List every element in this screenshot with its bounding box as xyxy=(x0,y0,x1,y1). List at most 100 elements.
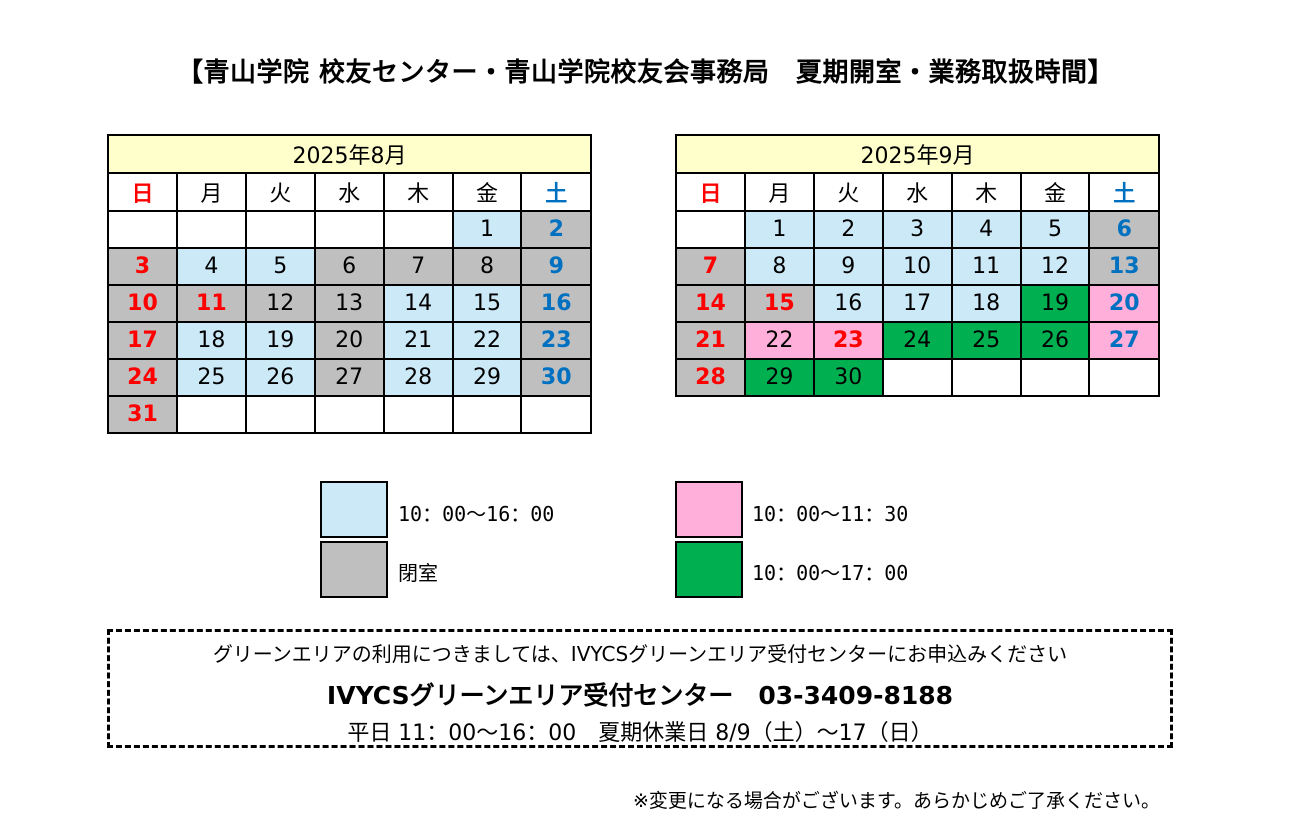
calendar-day-cell: 2 xyxy=(520,210,592,249)
calendar-day-cell: 13 xyxy=(1088,247,1160,286)
calendar-day-cell: 29 xyxy=(743,358,815,397)
calendar-day-cell: 17 xyxy=(107,321,178,360)
calendar-empty-cell xyxy=(175,395,247,434)
calendar-day-cell: 11 xyxy=(950,247,1022,286)
calendar-day-cell: 16 xyxy=(520,284,592,323)
calendar-day-cell: 10 xyxy=(881,247,953,286)
calendar-day-cell: 27 xyxy=(1088,321,1160,360)
legend-label-extended: 10：00～17：00 xyxy=(752,561,909,585)
calendar-day-cell: 10 xyxy=(107,284,178,323)
calendar-day-cell: 30 xyxy=(520,358,592,397)
calendar-day-cell: 14 xyxy=(675,284,746,323)
calendar-empty-cell xyxy=(1019,358,1091,397)
calendar-day-cell: 20 xyxy=(1088,284,1160,323)
calendar-day-cell: 24 xyxy=(107,358,178,397)
calendar-week-row: 21 22 23 24 25 26 27 xyxy=(675,321,1160,360)
legend-label-morning: 10：00～11：30 xyxy=(752,502,909,526)
legend-swatch-closed xyxy=(320,541,388,598)
calendar-day-cell: 16 xyxy=(812,284,884,323)
calendar-day-cell: 6 xyxy=(313,247,385,286)
weekday-header: 木 xyxy=(382,172,454,212)
calendar-empty-cell xyxy=(175,210,247,249)
calendar-day-cell: 21 xyxy=(382,321,454,360)
weekday-header: 火 xyxy=(812,172,884,212)
calendar-day-cell: 18 xyxy=(175,321,247,360)
notice-phone-line: IVYCSグリーンエリア受付センター 03-3409-8188 xyxy=(326,681,954,710)
calendar-empty-cell xyxy=(244,395,316,434)
calendar-week-row: 24 25 26 27 28 29 30 xyxy=(107,358,592,397)
calendar-day-cell: 23 xyxy=(812,321,884,360)
calendar-day-cell: 15 xyxy=(743,284,815,323)
calendar-day-cell: 28 xyxy=(675,358,746,397)
calendar-empty-cell xyxy=(675,210,746,249)
calendar-empty-cell xyxy=(382,210,454,249)
notice-line-1: グリーンエリアの利用につきましては、IVYCSグリーンエリア受付センターにお申込… xyxy=(212,642,1068,666)
calendar-day-cell: 19 xyxy=(1019,284,1091,323)
calendar-day-cell: 3 xyxy=(107,247,178,286)
green-area-notice: グリーンエリアの利用につきましては、IVYCSグリーンエリア受付センターにお申込… xyxy=(107,629,1173,748)
calendar-month-header: 2025年9月 xyxy=(675,134,1160,174)
calendar-day-cell: 5 xyxy=(244,247,316,286)
calendar-empty-cell xyxy=(520,395,592,434)
calendar-day-cell: 15 xyxy=(451,284,523,323)
weekday-header: 水 xyxy=(313,172,385,212)
calendar-day-cell: 9 xyxy=(520,247,592,286)
calendar-week-row: 14 15 16 17 18 19 20 xyxy=(675,284,1160,323)
calendar-day-cell: 11 xyxy=(175,284,247,323)
calendar-week-row: 31 xyxy=(107,395,592,434)
calendar-month-header: 2025年8月 xyxy=(107,134,592,174)
calendar-day-cell: 25 xyxy=(950,321,1022,360)
calendar-day-cell: 8 xyxy=(451,247,523,286)
weekday-header: 火 xyxy=(244,172,316,212)
calendar-day-cell: 7 xyxy=(382,247,454,286)
calendar-day-cell: 13 xyxy=(313,284,385,323)
calendar-day-cell: 4 xyxy=(950,210,1022,249)
calendar-day-cell: 12 xyxy=(244,284,316,323)
legend-swatch-morning xyxy=(675,481,743,538)
calendar-day-cell: 8 xyxy=(743,247,815,286)
calendar-week-row: 7 8 9 10 11 12 13 xyxy=(675,247,1160,286)
calendar-empty-cell xyxy=(950,358,1022,397)
calendar-day-cell: 26 xyxy=(244,358,316,397)
calendar-day-cell: 25 xyxy=(175,358,247,397)
calendar-day-cell: 23 xyxy=(520,321,592,360)
calendar-day-cell: 14 xyxy=(382,284,454,323)
calendar-day-cell: 9 xyxy=(812,247,884,286)
legend-label-open: 10：00～16：00 xyxy=(398,502,555,526)
weekday-header: 水 xyxy=(881,172,953,212)
weekday-header: 日 xyxy=(107,172,178,212)
calendar-empty-cell xyxy=(451,395,523,434)
weekday-header: 土 xyxy=(1088,172,1160,212)
weekday-header: 日 xyxy=(675,172,746,212)
calendar-day-cell: 2 xyxy=(812,210,884,249)
calendar-september: 2025年9月日月火水木金土 1 2 3 4 5 6 7 8 9 10 11 12 13 14 15 16 17 1… xyxy=(675,134,1160,397)
notice-hours-line: 平日 11：00～16：00 夏期休業日 8/9（土）～17（日） xyxy=(347,721,933,746)
weekday-header: 金 xyxy=(1019,172,1091,212)
weekday-header: 木 xyxy=(950,172,1022,212)
calendar-august: 2025年8月日月火水木金土 1 2 3 4 5 6 7 8 9 10 11 12 13 14 15 16 17 1… xyxy=(107,134,592,434)
calendar-day-cell: 5 xyxy=(1019,210,1091,249)
calendar-day-cell: 1 xyxy=(743,210,815,249)
page-title: 【青山学院 校友センター・青山学院校友会事務局 夏期開室・業務取扱時間】 xyxy=(176,58,1115,88)
calendar-empty-cell xyxy=(244,210,316,249)
calendar-day-cell: 4 xyxy=(175,247,247,286)
calendar-day-cell: 30 xyxy=(812,358,884,397)
calendar-day-cell: 27 xyxy=(313,358,385,397)
calendar-day-cell: 17 xyxy=(881,284,953,323)
calendar-day-cell: 3 xyxy=(881,210,953,249)
calendar-day-cell: 12 xyxy=(1019,247,1091,286)
calendar-empty-cell xyxy=(881,358,953,397)
calendar-day-cell: 1 xyxy=(451,210,523,249)
calendar-day-cell: 26 xyxy=(1019,321,1091,360)
calendar-week-row: 10 11 12 13 14 15 16 xyxy=(107,284,592,323)
calendar-day-cell: 19 xyxy=(244,321,316,360)
calendar-day-cell: 31 xyxy=(107,395,178,434)
weekday-header: 土 xyxy=(520,172,592,212)
footnote: ※変更になる場合がございます。あらかじめご了承ください。 xyxy=(632,790,1160,812)
weekday-header: 金 xyxy=(451,172,523,212)
calendar-day-cell: 22 xyxy=(451,321,523,360)
legend-swatch-open xyxy=(320,481,388,538)
